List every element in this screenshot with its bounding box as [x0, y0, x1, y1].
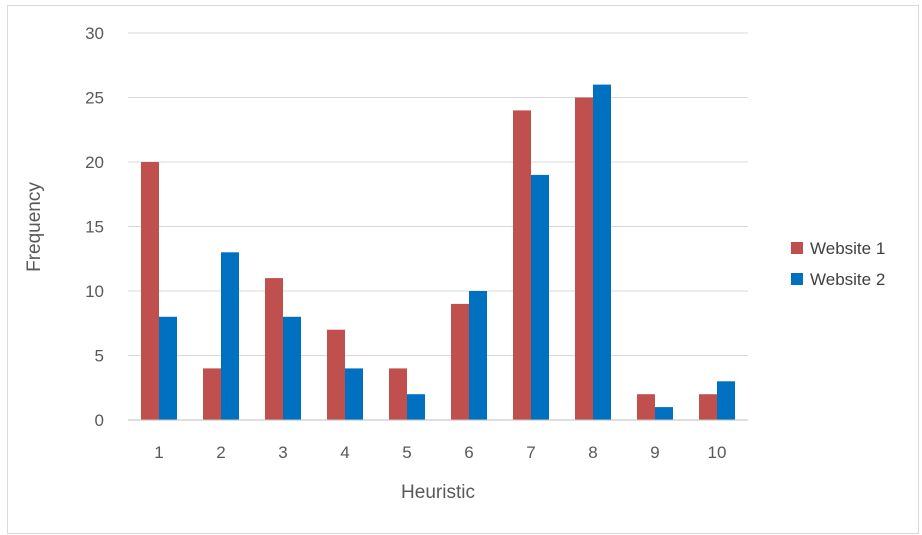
bar-website-2-heuristic-8: [593, 84, 611, 420]
x-tick-label: 6: [464, 443, 473, 462]
x-axis-ticks: 1 2 3 4 5 6 7 8 9 10: [154, 443, 726, 462]
legend: Website 1 Website 2: [791, 239, 885, 289]
bar-website-1-heuristic-3: [265, 278, 283, 420]
bar-website-2-heuristic-10: [717, 381, 735, 420]
bar-website-2-heuristic-9: [655, 407, 673, 420]
legend-swatch: [791, 242, 803, 254]
bar-website-2-heuristic-6: [469, 291, 487, 420]
y-axis-title: Frequency: [24, 182, 45, 272]
bar-website-1-heuristic-6: [451, 303, 469, 420]
y-tick-label: 30: [85, 24, 104, 43]
y-tick-label: 15: [85, 218, 104, 237]
bars: [141, 84, 735, 421]
x-tick-label: 9: [650, 443, 659, 462]
bar-website-2-heuristic-4: [345, 368, 363, 420]
legend-label: Website 2: [810, 270, 885, 289]
bar-website-2-heuristic-5: [407, 394, 425, 420]
x-axis-title: Heuristic: [401, 482, 475, 503]
y-tick-label: 0: [95, 411, 104, 430]
y-tick-label: 25: [85, 89, 104, 108]
x-tick-label: 7: [526, 443, 535, 462]
x-tick-label: 5: [402, 443, 411, 462]
legend-label: Website 1: [810, 239, 885, 258]
bar-website-1-heuristic-10: [699, 394, 717, 420]
bar-website-1-heuristic-7: [513, 110, 531, 421]
x-tick-label: 4: [340, 443, 349, 462]
x-tick-label: 2: [216, 443, 225, 462]
x-tick-label: 10: [708, 443, 727, 462]
bar-website-1-heuristic-5: [389, 368, 407, 420]
bar-website-2-heuristic-3: [283, 316, 301, 420]
y-tick-label: 20: [85, 153, 104, 172]
bar-website-2-heuristic-7: [531, 174, 549, 420]
x-tick-label: 3: [278, 443, 287, 462]
x-tick-label: 8: [588, 443, 597, 462]
bar-website-1-heuristic-4: [327, 329, 345, 420]
y-tick-label: 10: [85, 282, 104, 301]
y-axis-ticks: 0 5 10 15 20 25 30: [85, 24, 104, 430]
legend-swatch: [791, 273, 803, 285]
x-tick-label: 1: [154, 443, 163, 462]
bar-website-1-heuristic-8: [575, 97, 593, 420]
bar-website-2-heuristic-2: [221, 252, 239, 420]
bar-website-1-heuristic-1: [141, 162, 159, 420]
bar-website-2-heuristic-1: [159, 316, 177, 420]
y-tick-label: 5: [95, 347, 104, 366]
bar-website-1-heuristic-9: [637, 394, 655, 420]
bar-website-1-heuristic-2: [203, 368, 221, 420]
